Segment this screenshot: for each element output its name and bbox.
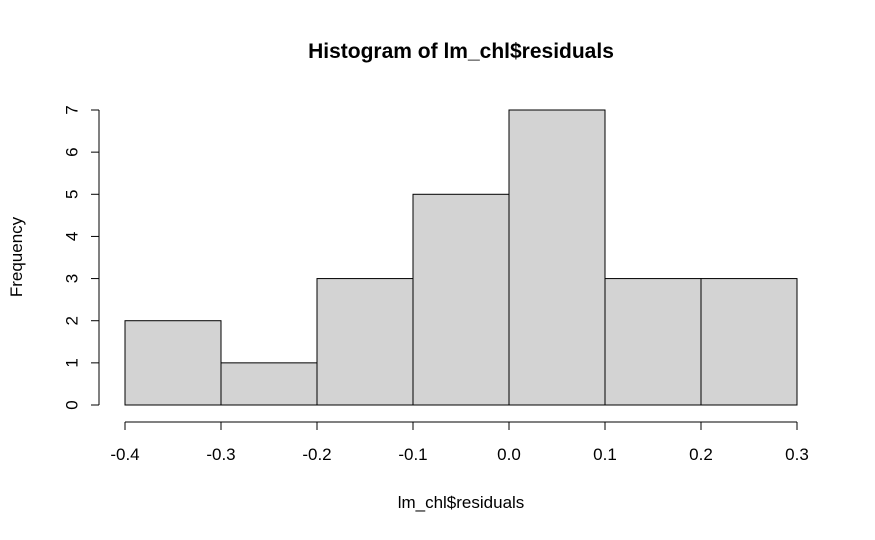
y-tick-label: 2	[63, 316, 82, 325]
x-tick-label: 0.3	[785, 445, 809, 464]
histogram-bar	[220, 362, 318, 406]
histogram-bar	[316, 278, 414, 406]
histogram-bar	[124, 320, 222, 406]
y-axis: 0 1 2 3 4 5 6 7	[63, 105, 100, 410]
x-tick-label: -0.1	[398, 445, 427, 464]
histogram-bar	[700, 278, 798, 406]
x-tick-label: 0.0	[497, 445, 521, 464]
x-axis: -0.4 -0.3 -0.2 -0.1 0.0 0.1 0.2 0.3	[110, 421, 809, 464]
histogram-bar	[412, 193, 510, 406]
chart-title: Histogram of lm_chl$residuals	[308, 40, 614, 63]
x-tick-label: -0.4	[110, 445, 139, 464]
y-tick-label: 5	[63, 190, 82, 199]
x-tick-label: -0.2	[302, 445, 331, 464]
y-tick-label: 6	[63, 147, 82, 156]
histogram-bar	[604, 278, 702, 406]
histogram-bar	[508, 109, 606, 406]
y-tick-label: 1	[63, 358, 82, 367]
y-axis-label: Frequency	[7, 216, 26, 297]
y-tick-label: 7	[63, 105, 82, 114]
y-tick-label: 0	[63, 400, 82, 409]
x-tick-label: 0.1	[593, 445, 617, 464]
x-axis-label: lm_chl$residuals	[398, 493, 525, 512]
x-tick-label: -0.3	[206, 445, 235, 464]
y-tick-label: 3	[63, 274, 82, 283]
x-tick-label: 0.2	[689, 445, 713, 464]
y-tick-label: 4	[63, 232, 82, 241]
bars-group	[124, 109, 798, 406]
